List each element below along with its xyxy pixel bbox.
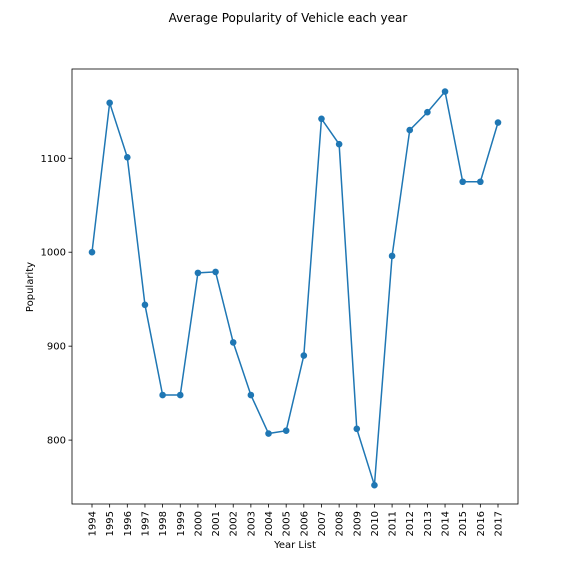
x-tick-label: 2007 <box>317 511 328 536</box>
data-point <box>441 88 449 95</box>
x-tick-label: 1994 <box>88 511 99 536</box>
data-point <box>300 352 308 359</box>
data-point <box>247 391 255 399</box>
x-tick-label: 1996 <box>123 511 134 536</box>
x-tick-label: 2000 <box>193 511 204 536</box>
x-tick-label: 2011 <box>388 511 399 536</box>
chart-title: Average Popularity of Vehicle each year <box>169 11 408 25</box>
data-point <box>194 269 202 277</box>
data-point <box>88 248 96 256</box>
data-point <box>212 268 219 276</box>
x-tick-label: 2010 <box>370 511 381 536</box>
data-point <box>229 339 237 346</box>
data-point <box>353 425 361 433</box>
data-point <box>371 481 378 489</box>
data-points <box>88 88 502 489</box>
data-point <box>106 99 113 107</box>
data-point <box>424 108 431 116</box>
x-tick-label: 2009 <box>352 511 363 536</box>
data-point <box>318 115 325 123</box>
data-point <box>459 178 466 186</box>
data-point <box>406 126 414 134</box>
data-point <box>124 154 131 161</box>
y-tick-label: 1000 <box>41 248 66 259</box>
data-point <box>141 301 149 309</box>
x-tick-label: 2005 <box>282 511 293 536</box>
y-tick-label: 900 <box>47 342 66 353</box>
x-tick-label: 2017 <box>494 511 505 536</box>
x-tick-label: 1999 <box>176 511 187 536</box>
data-point <box>388 252 396 260</box>
data-point <box>494 119 502 126</box>
data-point <box>159 391 166 399</box>
series-line <box>91 89 499 486</box>
y-tick-label: 800 <box>47 436 66 447</box>
x-tick-label: 2003 <box>246 511 257 536</box>
plot-area <box>71 68 519 505</box>
x-axis: 1994 1995 1996 1997 1998 1999 2000 2001 2002 2003… <box>88 504 505 536</box>
x-tick-label: 2008 <box>335 511 346 536</box>
y-tick-label: 1100 <box>41 154 66 165</box>
x-tick-label: 2001 <box>211 511 222 536</box>
data-point <box>282 427 290 435</box>
x-tick-label: 1998 <box>158 511 169 536</box>
y-axis-label: Popularity <box>25 262 36 312</box>
x-tick-label: 2006 <box>299 511 310 536</box>
x-tick-label: 1995 <box>105 511 116 536</box>
x-tick-label: 2014 <box>441 511 452 536</box>
x-tick-label: 2015 <box>458 511 469 536</box>
x-axis-label: Year List <box>273 540 316 551</box>
data-point <box>335 140 343 148</box>
x-tick-label: 1997 <box>140 511 151 536</box>
x-tick-label: 2002 <box>229 511 240 536</box>
x-tick-label: 2012 <box>405 511 416 536</box>
x-tick-label: 2013 <box>423 511 434 536</box>
data-point <box>176 391 184 399</box>
x-tick-label: 2004 <box>264 511 275 536</box>
y-axis: 800 900 1000 1100 <box>41 154 72 447</box>
data-point <box>477 178 484 186</box>
data-point <box>265 430 272 437</box>
x-tick-label: 2016 <box>476 511 487 536</box>
